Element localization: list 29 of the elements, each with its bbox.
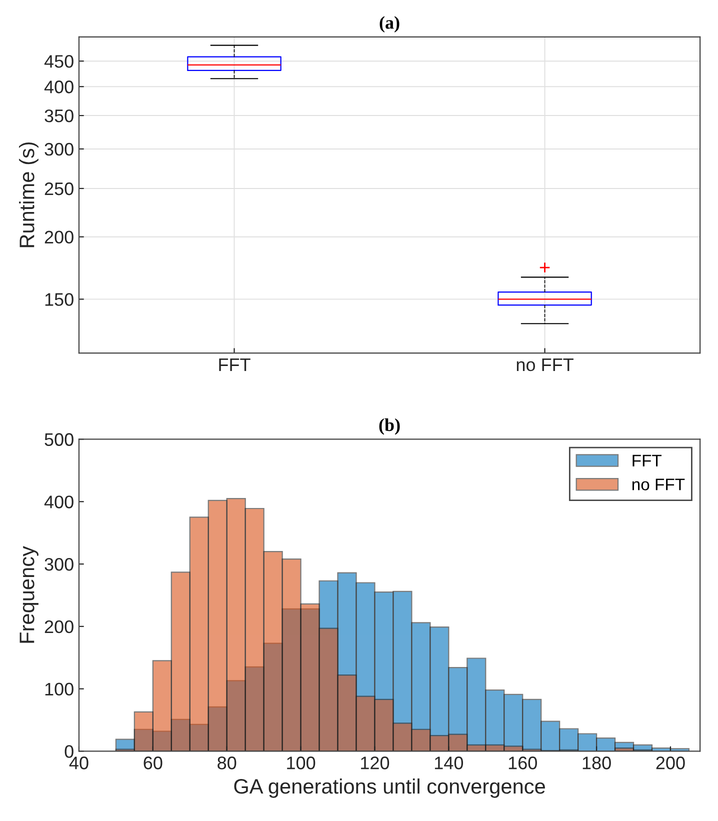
x-tick-label: 60 — [144, 756, 162, 770]
x-axis-title: GA generations until convergence — [234, 778, 545, 798]
y-tick-label: 400 — [44, 80, 74, 94]
y-tick-label: 500 — [44, 433, 74, 446]
y-axis-title: Frequency — [20, 546, 38, 643]
x-tick-label: 200 — [656, 756, 685, 770]
x-tick-label: 180 — [582, 756, 611, 770]
y-tick-label: 200 — [44, 620, 74, 634]
y-tick-label: 350 — [44, 109, 74, 122]
y-axis-title: Runtime (s) — [19, 142, 38, 248]
y-tick-label: 150 — [45, 293, 74, 306]
y-tick-label: 450 — [44, 55, 74, 68]
x-tick-label: 100 — [287, 756, 316, 770]
x-tick-label: 160 — [508, 756, 537, 770]
chart-title: (b) — [379, 418, 400, 435]
x-tick-label: 140 — [434, 756, 464, 770]
legend-label: no FFT — [632, 478, 685, 490]
y-tick-label: 100 — [45, 682, 74, 696]
y-tick-label: 300 — [44, 142, 74, 156]
legend-label: FFT — [632, 454, 662, 466]
y-tick-label: 400 — [44, 496, 74, 508]
y-tick-label: 300 — [44, 558, 74, 571]
x-tick-label: 80 — [218, 756, 236, 770]
chart-title: (a) — [380, 16, 400, 32]
x-tick-label: 40 — [69, 756, 88, 770]
y-tick-label: 250 — [44, 182, 74, 196]
x-tick-label: 120 — [361, 756, 390, 770]
y-tick-label: 0 — [64, 745, 74, 758]
y-tick-label: 200 — [44, 230, 74, 244]
